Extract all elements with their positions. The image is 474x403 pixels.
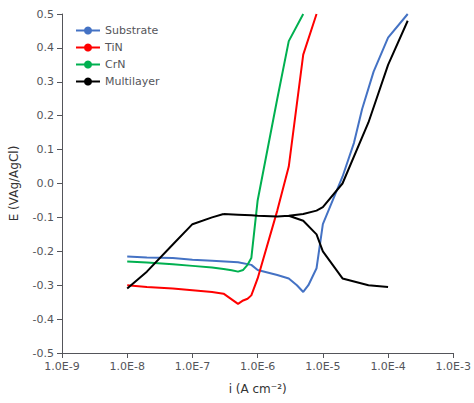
svg-text:1.0E-5: 1.0E-5 [305,360,340,373]
svg-text:1.0E-9: 1.0E-9 [44,360,79,373]
svg-text:1.0E-4: 1.0E-4 [370,360,405,373]
svg-text:-0.2: -0.2 [33,245,54,258]
svg-text:0.1: 0.1 [37,143,55,156]
svg-text:CrN: CrN [105,58,125,71]
svg-text:-0.5: -0.5 [33,347,54,360]
svg-text:-0.1: -0.1 [33,211,54,224]
svg-text:0.0: 0.0 [37,177,55,190]
svg-text:1.0E-8: 1.0E-8 [110,360,145,373]
svg-text:i (A cm⁻²): i (A cm⁻²) [229,382,287,396]
svg-text:1.0E-6: 1.0E-6 [240,360,275,373]
svg-text:0.3: 0.3 [37,75,55,88]
svg-text:TiN: TiN [104,41,123,54]
svg-text:-0.4: -0.4 [33,313,54,326]
svg-text:Multilayer: Multilayer [105,75,160,88]
svg-text:1.0E-3: 1.0E-3 [436,360,471,373]
svg-text:1.0E-7: 1.0E-7 [175,360,210,373]
svg-text:0.2: 0.2 [37,109,55,122]
svg-text:0.4: 0.4 [37,41,55,54]
svg-text:Substrate: Substrate [105,24,159,37]
svg-text:E (VAg/AgCl): E (VAg/AgCl) [7,146,21,222]
svg-text:-0.3: -0.3 [33,279,54,292]
svg-text:0.5: 0.5 [37,8,55,21]
